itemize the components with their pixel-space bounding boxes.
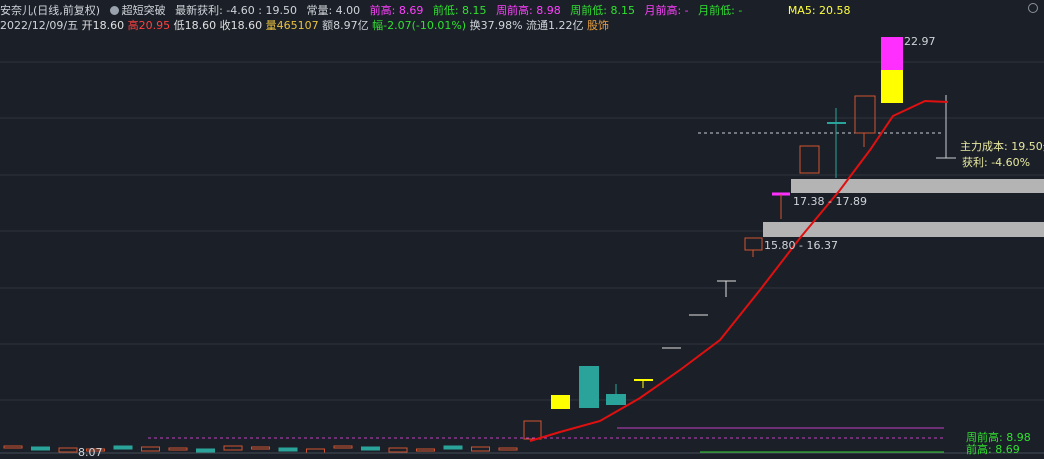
recent-candles xyxy=(523,37,956,440)
candle xyxy=(388,447,408,453)
candle xyxy=(168,447,188,451)
candle xyxy=(141,446,160,452)
quote-turnover: 换37.98% xyxy=(469,19,523,32)
prev-low: 前低: 8.15 xyxy=(432,4,487,17)
latest-profit: 最新获利: -4.60 : 19.50 xyxy=(175,4,297,17)
candle xyxy=(361,446,380,451)
early-candles xyxy=(3,445,518,454)
zone-bands xyxy=(763,179,1044,237)
stock-title: 安奈儿(日线,前复权) xyxy=(0,4,101,17)
zone1-label: 17.38 - 17.89 xyxy=(793,195,867,208)
week-prev-high: 周前高: 8.98 xyxy=(496,4,561,17)
quote-high: 高20.95 xyxy=(127,19,171,32)
grid-lines xyxy=(0,61,1044,401)
candle xyxy=(443,445,463,450)
quote-volume: 量465107 xyxy=(265,19,319,32)
week-prev-low: 周前低: 8.15 xyxy=(570,4,635,17)
peak-label: 22.97 xyxy=(904,35,936,48)
candle xyxy=(113,445,133,450)
candle xyxy=(523,420,542,440)
level-lines xyxy=(148,132,944,453)
candle-peak-top xyxy=(881,37,903,70)
candle xyxy=(498,447,518,451)
quote-open: 开18.60 xyxy=(81,19,125,32)
indicator-header: 安奈儿(日线,前复权) 超短突破 最新获利: -4.60 : 19.50 常量:… xyxy=(0,2,857,18)
indicator-name[interactable]: 超短突破 xyxy=(121,4,166,17)
quote-float: 流通1.22亿 xyxy=(526,19,584,32)
candle xyxy=(579,366,599,408)
week-prev-high-line-label: 周前高: 8.98 xyxy=(966,431,1031,444)
candle xyxy=(223,445,243,451)
candle xyxy=(31,446,50,451)
ma5-line xyxy=(529,99,949,442)
candle xyxy=(744,237,763,251)
prev-high-line-label: 前高: 8.69 xyxy=(966,443,1020,456)
candle-signal-block xyxy=(551,395,570,409)
month-prev-low: 月前低: - xyxy=(698,4,743,17)
candle xyxy=(306,448,325,454)
candle xyxy=(278,447,298,452)
quote-bar: 2022/12/09/五 开18.60 高20.95 低18.60 收18.60… xyxy=(0,17,609,33)
candle xyxy=(196,448,215,453)
candle xyxy=(58,447,78,453)
main-cost-label: 主力成本: 19.50元 xyxy=(960,140,1044,153)
candle xyxy=(799,145,820,174)
settings-dot-icon[interactable] xyxy=(109,6,119,15)
candle xyxy=(416,448,435,452)
candle xyxy=(471,446,490,452)
month-prev-high: 月前高: - xyxy=(644,4,689,17)
candle xyxy=(251,446,270,450)
candle xyxy=(86,448,105,452)
quote-low: 低18.60 xyxy=(173,19,217,32)
gear-icon[interactable] xyxy=(1028,3,1038,13)
quote-change: 幅-2.07(-10.01%) xyxy=(372,19,467,32)
candle xyxy=(333,445,353,449)
profit-label: 获利: -4.60% xyxy=(962,156,1031,169)
quote-tag[interactable]: 股饰 xyxy=(587,19,610,32)
candle xyxy=(3,445,23,449)
low-mark-label: 8.07 xyxy=(78,446,103,459)
candle-peak-bottom xyxy=(881,70,903,103)
zone2-label: 15.80 - 16.37 xyxy=(764,239,838,252)
candle xyxy=(606,394,626,405)
prev-high: 前高: 8.69 xyxy=(369,4,424,17)
quote-amount: 额8.97亿 xyxy=(322,19,369,32)
common-qty: 常量: 4.00 xyxy=(306,4,361,17)
ma5-value: MA5: 20.58 xyxy=(787,4,851,17)
candle xyxy=(854,95,876,134)
quote-close: 收18.60 xyxy=(219,19,263,32)
quote-date: 2022/12/09/五 xyxy=(0,19,79,32)
